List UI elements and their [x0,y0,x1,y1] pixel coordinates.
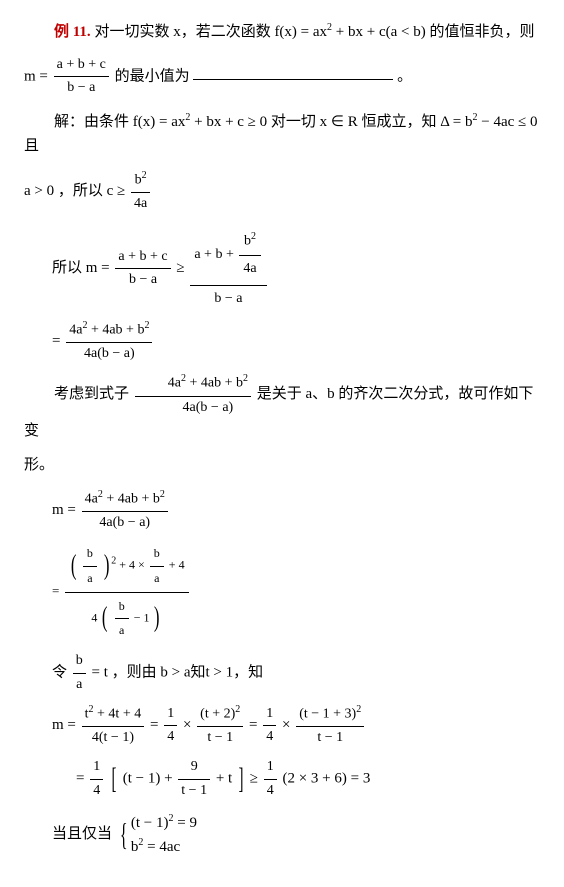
bracket-icon: ] [238,755,243,803]
math-line-m1: 所以 m = a + b + c b − a ≥ a + b + b2 4a b… [52,225,540,312]
text: + bx + c(a < b) 的值恒非负，则 [332,24,534,40]
math-line-m3: m = 4a2 + 4ab + b2 4a(b − a) [52,487,540,534]
problem-line-2: m = a + b + c b − a 的最小值为 。 [24,54,540,100]
solution-p2: a > 0 ，所以 c ≥ b2 4a [24,168,540,215]
solution-p5: 考虑到式子 4a2 + 4ab + b2 4a(b − a) 是关于 a、b 的… [24,371,540,442]
solution-p1: 解：由条件 f(x) = ax2 + bx + c ≥ 0 对一切 x ∈ R … [24,110,540,158]
math-chain: m = t2 + 4t + 4 4(t − 1) = 14 × (t + 2)2… [52,702,540,749]
bracket-icon: [ [111,755,116,803]
paren-icon: ( [102,596,108,641]
math-line-sub: 令 ba = t ，则由 b > a知t > 1，知 [52,650,540,696]
text: 的最小值为 [115,68,190,84]
paren-icon: ) [104,544,110,589]
text: m = [24,68,52,84]
text: 对一切实数 x，若二次函数 f(x) = ax [94,24,327,40]
problem-line-1: 例 11. 对一切实数 x，若二次函数 f(x) = ax2 + bx + c(… [24,20,540,44]
iff-line: 当且仅当 { (t − 1)2 = 9 b2 = 4ac [52,809,540,860]
cases: (t − 1)2 = 9 b2 = 4ac [131,811,197,859]
math-chain-2: = 14 [ (t − 1) + 9t − 1 + t ] ≥ 14 (2 × … [76,755,540,803]
math-line-m2: = 4a2 + 4ab + b2 4a(b − a) [52,318,540,365]
paren-icon: ( [70,544,76,589]
solution-p5c: 形。 [24,453,540,477]
fraction-m: a + b + c b − a [54,54,109,100]
brace-icon: { [120,809,128,860]
paren-icon: ) [154,596,160,641]
text: 。 [397,68,412,84]
example-label: 例 11. [54,24,91,40]
fraction-c-bound: b2 4a [131,168,150,215]
answer-blank [193,64,393,80]
math-line-m4: = ( ba )2 + 4 × ba + 4 4 ( ba − 1 ) [52,540,540,644]
